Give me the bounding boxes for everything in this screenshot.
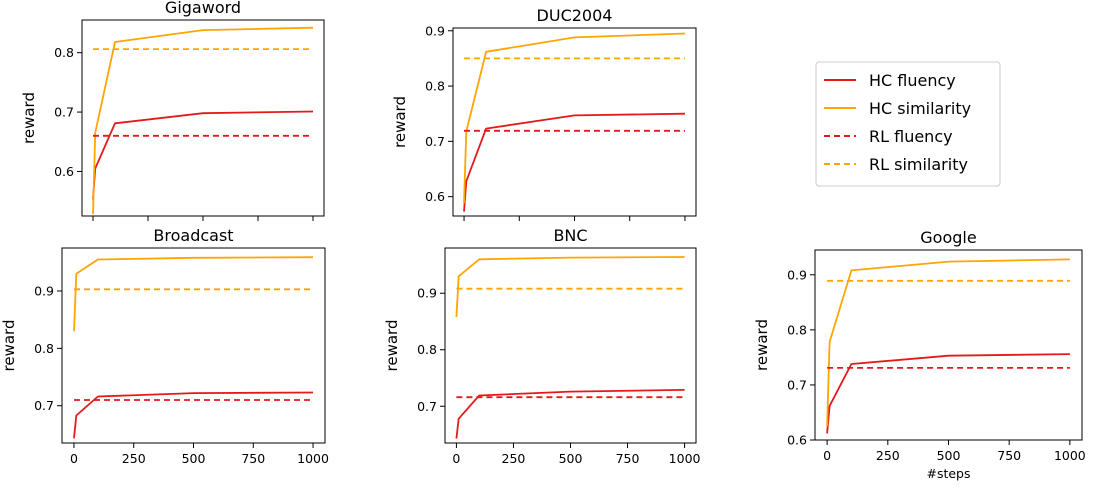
legend-label: HC fluency xyxy=(869,71,956,90)
panel-google: 0.6 0.7 0.8 0.9 0 250 500 750 1000 Google reward #s… xyxy=(753,228,1086,481)
legend-label: RL fluency xyxy=(869,127,953,146)
y-tick-label: 0.9 xyxy=(417,286,437,301)
y-tick-label: 0.8 xyxy=(54,45,74,60)
y-tick-label: 0.6 xyxy=(425,189,445,204)
series-line-hc-fluency xyxy=(463,112,686,212)
y-axis-label: reward xyxy=(0,320,18,372)
series-group xyxy=(73,256,314,439)
legend-label: RL similarity xyxy=(869,155,968,174)
legend-label: HC similarity xyxy=(869,99,971,118)
x-tick-label: 750 xyxy=(997,448,1021,463)
series-line-hc-similarity xyxy=(826,258,1070,427)
panel-gigaword: 0.6 0.7 0.8 Gigaword reward xyxy=(20,0,325,221)
series-group xyxy=(826,258,1070,434)
x-tick-label: 500 xyxy=(182,451,206,466)
series-line-hc-similarity xyxy=(463,32,686,204)
panel-title: Broadcast xyxy=(153,226,233,245)
y-tick-label: 0.7 xyxy=(417,399,437,414)
panel-title: Google xyxy=(920,228,976,247)
panel-title: BNC xyxy=(553,226,587,245)
series-group xyxy=(455,256,685,439)
panel-bnc: 0.7 0.8 0.9 0 250 500 750 1000 BNC reward xyxy=(383,226,701,466)
y-axis-label: reward xyxy=(383,320,401,372)
x-tick-label: 0 xyxy=(823,448,831,463)
x-tick-label: 1000 xyxy=(1054,448,1086,463)
y-tick-label: 0.8 xyxy=(425,79,445,94)
y-tick-label: 0.6 xyxy=(787,433,807,448)
legend: HC fluency HC similarity RL fluency RL s… xyxy=(815,61,1001,187)
y-tick-label: 0.6 xyxy=(54,164,74,179)
series-line-hc-similarity xyxy=(92,26,314,215)
y-tick-label: 0.7 xyxy=(34,398,54,413)
x-tick-label: 1000 xyxy=(669,451,701,466)
legend-entry-hc-fluency: HC fluency xyxy=(824,71,956,90)
x-tick-label: 250 xyxy=(502,451,526,466)
series-line-hc-similarity xyxy=(455,256,685,318)
y-axis-label: reward xyxy=(753,319,771,371)
x-tick-label: 500 xyxy=(937,448,961,463)
x-tick-label: 250 xyxy=(122,451,146,466)
y-tick-label: 0.8 xyxy=(34,341,54,356)
y-axis-label: reward xyxy=(20,92,38,144)
y-tick-label: 0.7 xyxy=(54,105,74,120)
y-tick-label: 0.8 xyxy=(787,322,807,337)
panel-title: Gigaword xyxy=(165,0,241,17)
series-group xyxy=(463,32,686,212)
legend-frame xyxy=(815,61,1001,187)
legend-entry-rl-fluency: RL fluency xyxy=(824,127,953,146)
y-tick-label: 0.9 xyxy=(425,23,445,38)
series-line-hc-fluency xyxy=(826,353,1070,434)
x-axis-label: #steps xyxy=(926,466,970,481)
y-tick-label: 0.8 xyxy=(417,342,437,357)
series-line-hc-fluency xyxy=(73,391,314,439)
panel-broadcast: 0.7 0.8 0.9 0 250 500 750 1000 Broadcast reward xyxy=(0,226,329,466)
x-tick-label: 750 xyxy=(616,451,640,466)
y-axis-label: reward xyxy=(391,96,409,148)
x-tick-label: 500 xyxy=(559,451,583,466)
legend-entry-rl-similarity: RL similarity xyxy=(824,155,968,174)
legend-entry-hc-similarity: HC similarity xyxy=(824,99,971,118)
panel-duc2004: 0.6 0.7 0.8 0.9 DUC2004 reward xyxy=(391,6,697,221)
x-tick-label: 250 xyxy=(876,448,900,463)
y-tick-label: 0.7 xyxy=(425,134,445,149)
y-tick-label: 0.9 xyxy=(34,284,54,299)
x-tick-label: 1000 xyxy=(297,451,329,466)
x-tick-label: 0 xyxy=(452,451,460,466)
series-line-hc-similarity xyxy=(73,256,314,332)
panel-title: DUC2004 xyxy=(537,6,613,25)
x-tick-label: 750 xyxy=(241,451,265,466)
y-tick-label: 0.9 xyxy=(787,267,807,282)
series-group xyxy=(92,26,314,215)
series-line-hc-fluency xyxy=(455,389,685,439)
y-tick-label: 0.7 xyxy=(787,377,807,392)
x-tick-label: 0 xyxy=(70,451,78,466)
